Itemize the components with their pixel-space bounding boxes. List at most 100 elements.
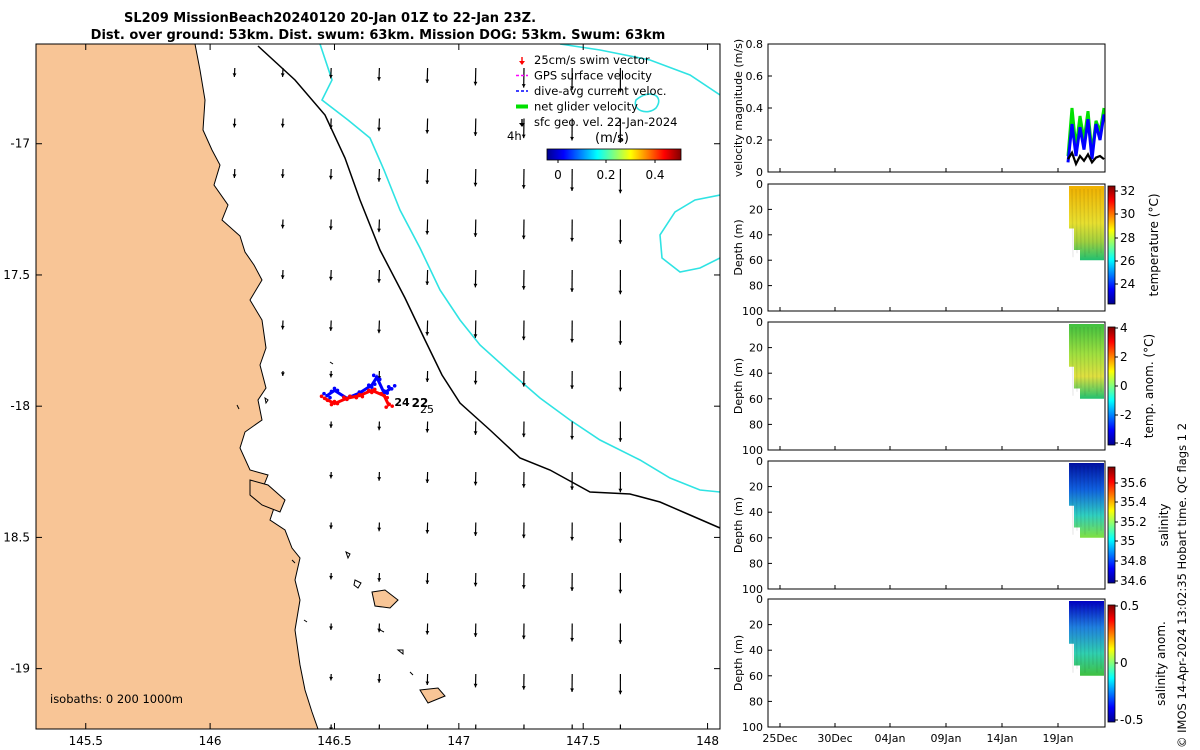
- heatmap-texture: [1095, 326, 1098, 396]
- track-point: [357, 392, 362, 397]
- y-tick-label: 0.4: [746, 102, 764, 115]
- velocity-arrowhead: [618, 690, 623, 695]
- velocity-series: [1067, 150, 1105, 167]
- colorbar-tick-label: -2: [1120, 408, 1132, 422]
- colorbar-tick-label: 0: [1120, 379, 1128, 393]
- y-tick-label: 0: [756, 166, 763, 179]
- velocity-arrowhead: [377, 426, 382, 431]
- velocity-arrowhead: [425, 180, 430, 185]
- velocity-arrowhead: [618, 488, 623, 493]
- velocity-arrowhead: [521, 484, 526, 488]
- velocity-arrowhead: [521, 635, 526, 640]
- legend-item-label: sfc geo. vel. 22-Jan-2024: [534, 115, 678, 129]
- track-point: [354, 395, 359, 400]
- velocity-arrowhead: [618, 240, 623, 244]
- velocity-arrowhead: [473, 532, 478, 536]
- velocity-arrowhead: [329, 373, 333, 378]
- velocity-arrowhead: [232, 73, 237, 77]
- heatmap-field: [1069, 601, 1104, 676]
- velocity-arrowhead: [618, 438, 623, 442]
- heatmap-texture: [1095, 188, 1098, 258]
- velocity-arrowhead: [425, 79, 430, 84]
- velocity-arrowhead: [618, 88, 623, 93]
- velocity-arrowhead: [570, 435, 574, 440]
- depth-tick-label: 40: [749, 506, 763, 519]
- isobath-1000: [659, 194, 720, 273]
- velocity-arrowhead: [521, 235, 526, 240]
- velocity-arrowhead: [473, 182, 478, 187]
- heatmap-texture: [1087, 465, 1090, 531]
- colorbar: [1107, 466, 1116, 584]
- y-tick-label: -18: [10, 399, 30, 413]
- legend-item-label: dive-avg current veloc.: [534, 84, 667, 98]
- velocity-arrowhead: [473, 380, 478, 385]
- heatmap-texture: [1099, 465, 1102, 531]
- track-point: [325, 398, 330, 403]
- velocity-arrowhead: [473, 283, 478, 288]
- legend-item-label: GPS surface velocity: [534, 69, 652, 83]
- track-point: [382, 393, 387, 398]
- y-tick-label: -17: [10, 137, 30, 151]
- panel-temp: 0 20 40 60 80 100 Depth (m) 32 30 28 26 24 temperatu…: [732, 178, 1161, 318]
- colorbar-tick-label: 34.6: [1120, 574, 1147, 588]
- track-label: 24: [394, 396, 410, 409]
- track-point: [345, 397, 349, 402]
- velocity-arrowhead: [521, 134, 526, 139]
- reefs: [236, 361, 414, 676]
- x-tick-label: 148: [696, 734, 719, 748]
- depth-axis-label: Depth (m): [732, 358, 745, 414]
- heatmap-field: [1069, 186, 1104, 261]
- speed-colorbar: [546, 148, 682, 161]
- velocity-arrowhead: [328, 226, 333, 230]
- chart-subtitle: Dist. over ground: 53km. Dist. swum: 63k…: [91, 28, 666, 43]
- velocity-arrowhead: [280, 325, 285, 330]
- depth-tick-label: 20: [749, 203, 763, 216]
- depth-axis-label: Depth (m): [732, 219, 745, 275]
- colorbar-tick-label: 0.5: [1120, 599, 1139, 613]
- heatmap-texture: [1091, 465, 1094, 527]
- track-point: [377, 377, 382, 382]
- y-tick-label: -19: [10, 662, 30, 676]
- track-point: [332, 399, 337, 404]
- heatmap-texture: [1075, 326, 1078, 392]
- velocity-arrowhead: [425, 580, 430, 585]
- colorbar: [1107, 604, 1116, 723]
- velocity-arrowhead: [570, 237, 574, 242]
- island: [419, 687, 446, 704]
- heatmap-field: [1069, 324, 1104, 399]
- velocity-arrowhead: [281, 372, 285, 376]
- track-point: [385, 391, 390, 395]
- velocity-arrowhead: [329, 474, 333, 479]
- track-point: [335, 401, 340, 406]
- velocity-arrowhead: [377, 178, 381, 182]
- velocity-arrowhead: [377, 527, 382, 532]
- time-tick-label: 25Dec: [762, 732, 797, 745]
- panel-frame: [767, 183, 1106, 312]
- x-tick-label: 145.5: [69, 734, 103, 748]
- track-point: [328, 395, 332, 400]
- credit-text: © IMOS 14-Apr-2024 13:02:35 Hobart time.…: [1175, 423, 1189, 748]
- panel-frame: [767, 43, 1106, 173]
- legend-item-label: net glider velocity: [534, 100, 638, 114]
- track-point: [389, 387, 394, 391]
- heatmap-texture: [1079, 465, 1082, 527]
- track-point: [387, 402, 391, 406]
- velocity-arrowhead: [618, 341, 623, 345]
- x-tick-label: 146: [199, 734, 222, 748]
- island: [371, 589, 399, 609]
- velocity-arrowhead: [232, 123, 237, 128]
- panel-bg: [768, 44, 1105, 172]
- track-point: [390, 404, 394, 408]
- velocity-arrowhead: [377, 279, 381, 283]
- depth-axis-label: Depth (m): [732, 497, 745, 553]
- velocity-arrowhead: [425, 428, 430, 433]
- panel-frame: [767, 598, 1106, 728]
- isobath-1000: [319, 44, 720, 493]
- velocity-axis-label: velocity magnitude (m/s): [732, 39, 745, 177]
- track-point: [369, 390, 374, 395]
- heatmap-texture: [1095, 603, 1098, 673]
- heatmap-texture: [1075, 465, 1078, 531]
